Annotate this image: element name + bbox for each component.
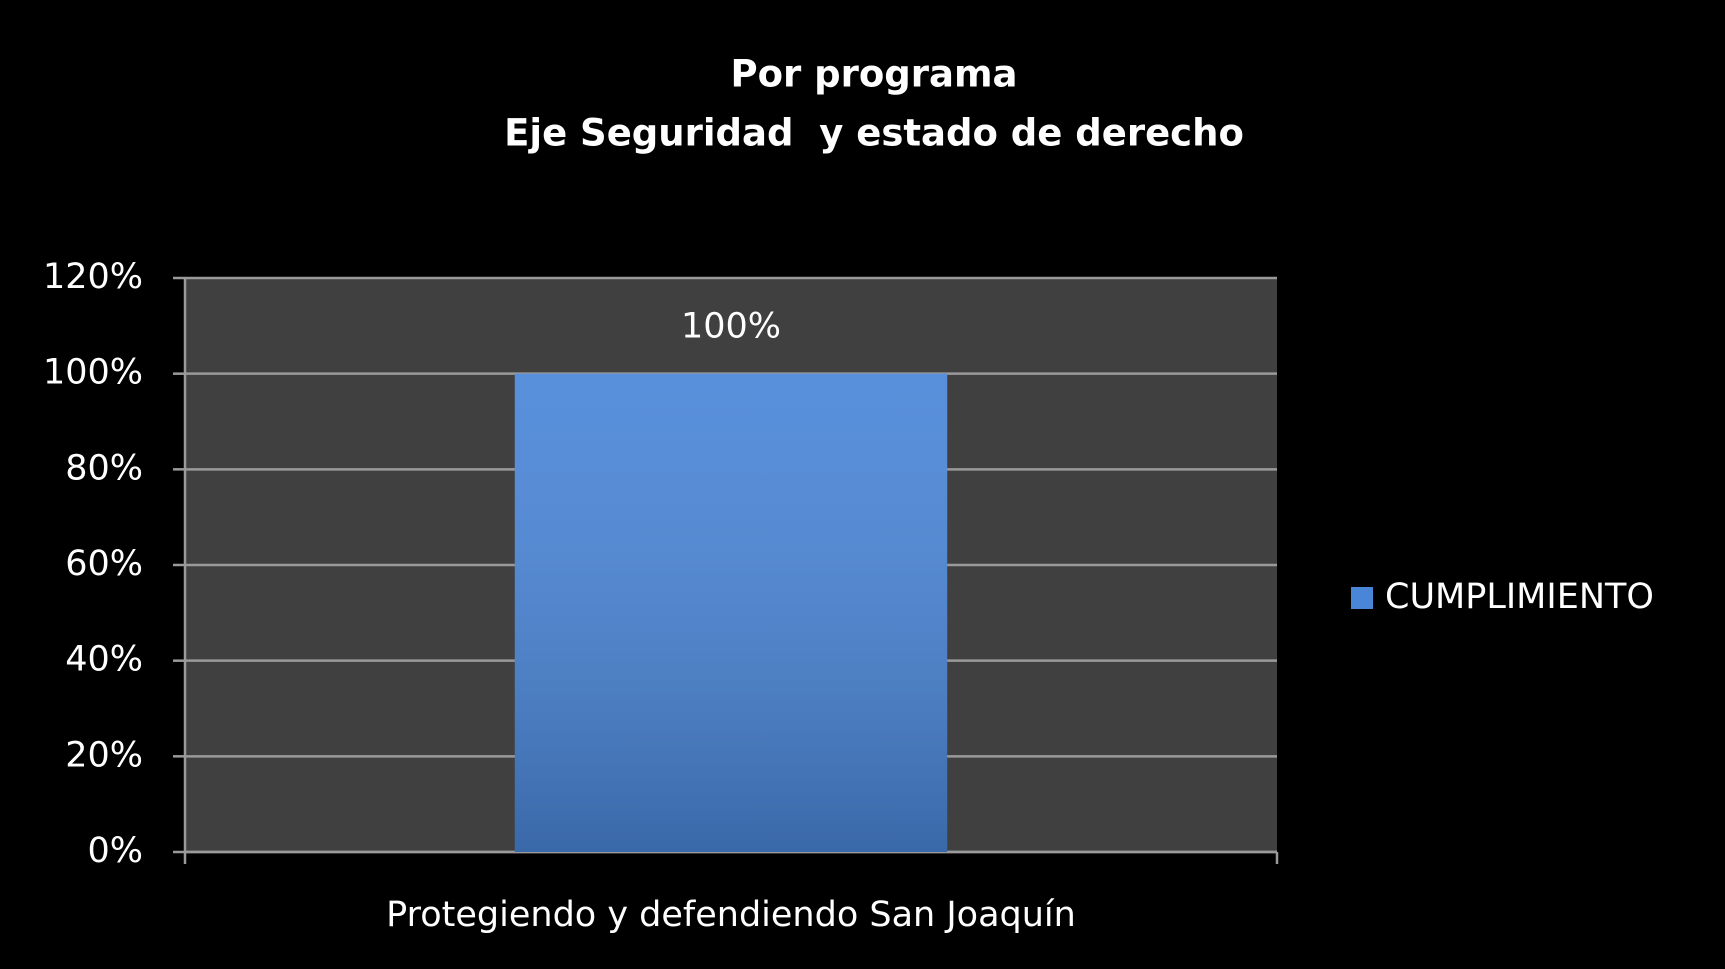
- chart-title: Por programa: [730, 53, 1017, 96]
- y-tick-label: 100%: [43, 353, 143, 393]
- legend-swatch: [1351, 587, 1373, 609]
- y-tick-label: 60%: [65, 544, 143, 584]
- y-tick-label: 40%: [65, 640, 143, 680]
- legend-label: CUMPLIMIENTO: [1385, 577, 1654, 617]
- y-tick-label: 20%: [65, 735, 143, 775]
- y-tick-label: 120%: [43, 257, 143, 297]
- y-tick-label: 0%: [87, 831, 143, 871]
- bar-shade: [514, 373, 948, 852]
- data-label: 100%: [681, 307, 781, 347]
- x-tick-label: Protegiendo y defendiendo San Joaquín: [386, 895, 1076, 935]
- y-tick-label: 80%: [65, 448, 143, 488]
- chart-subtitle: Eje Seguridad y estado de derecho: [504, 112, 1244, 155]
